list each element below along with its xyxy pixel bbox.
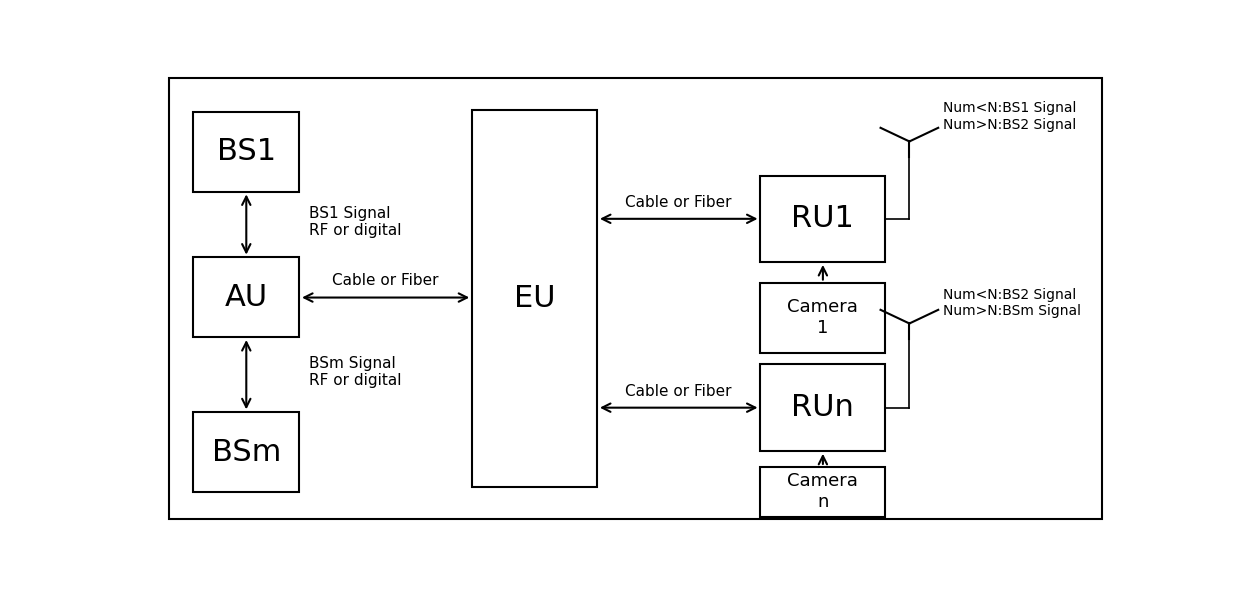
Text: Cable or Fiber: Cable or Fiber (625, 384, 732, 400)
Text: RUn: RUn (791, 393, 854, 422)
Bar (760, 365, 885, 451)
Text: Cable or Fiber: Cable or Fiber (332, 273, 439, 288)
Text: BSm: BSm (212, 437, 281, 466)
Text: Cable or Fiber: Cable or Fiber (625, 196, 732, 210)
Text: Camera
1: Camera 1 (787, 298, 858, 337)
Text: Num<N:BS2 Signal
Num>N:BSm Signal: Num<N:BS2 Signal Num>N:BSm Signal (942, 288, 1081, 318)
Bar (193, 258, 299, 337)
Text: RU1: RU1 (791, 204, 854, 233)
Text: EU: EU (513, 284, 556, 313)
Bar (472, 109, 596, 488)
Text: Camera
n: Camera n (787, 472, 858, 511)
Text: BS1 Signal
RF or digital: BS1 Signal RF or digital (309, 206, 402, 238)
Bar (193, 413, 299, 492)
Text: Num<N:BS1 Signal
Num>N:BS2 Signal: Num<N:BS1 Signal Num>N:BS2 Signal (942, 101, 1076, 132)
Text: BSm Signal
RF or digital: BSm Signal RF or digital (309, 356, 402, 388)
Bar (193, 112, 299, 191)
Bar (760, 176, 885, 262)
Bar (760, 467, 885, 517)
Text: BS1: BS1 (217, 137, 275, 166)
Text: AU: AU (224, 283, 268, 312)
Bar (760, 282, 885, 353)
